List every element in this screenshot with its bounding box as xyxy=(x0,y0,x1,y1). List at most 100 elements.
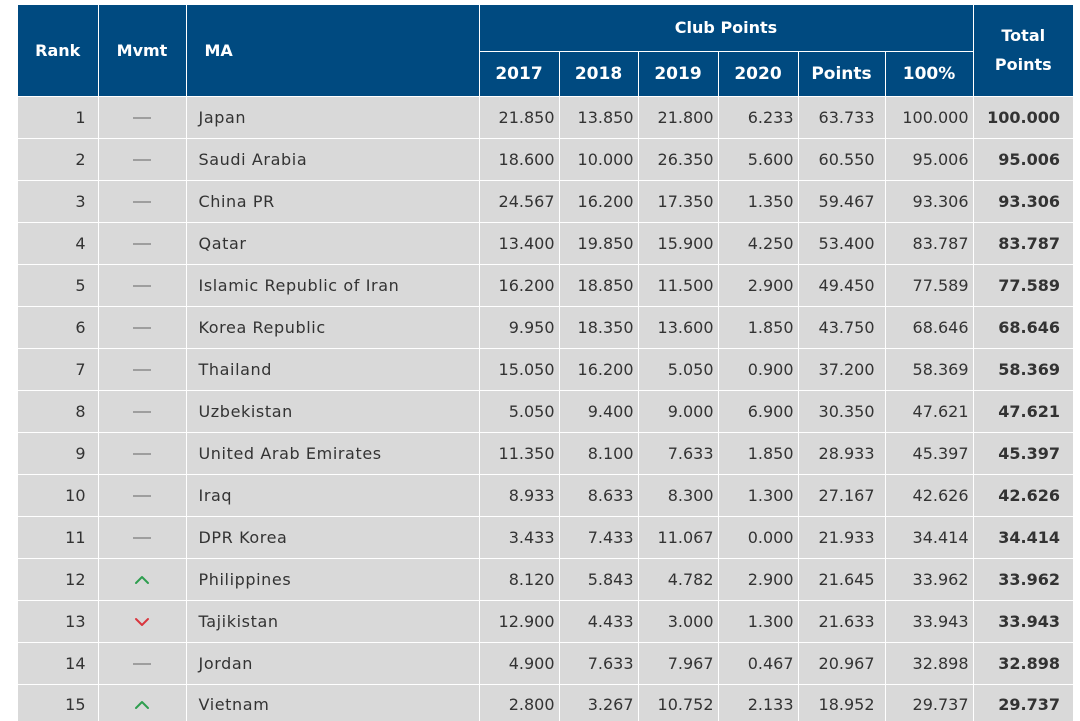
header-points[interactable]: Points xyxy=(797,51,886,97)
cell-100-percent: 45.397 xyxy=(884,431,974,475)
header-total-line1: Total xyxy=(1001,26,1046,46)
cell-2020: 0.900 xyxy=(717,347,799,391)
cell-points: 30.350 xyxy=(797,389,886,433)
dash-icon xyxy=(133,453,151,455)
cell-2019: 15.900 xyxy=(637,221,719,265)
dash-icon xyxy=(133,117,151,119)
cell-2020: 2.900 xyxy=(717,263,799,307)
cell-points: 37.200 xyxy=(797,347,886,391)
cell-2017: 3.433 xyxy=(478,515,560,559)
cell-rank: 13 xyxy=(18,599,99,643)
cell-2017: 9.950 xyxy=(478,305,560,349)
cell-2018: 18.850 xyxy=(558,263,639,307)
cell-2018: 16.200 xyxy=(558,179,639,223)
cell-2019: 17.350 xyxy=(637,179,719,223)
cell-points: 43.750 xyxy=(797,305,886,349)
cell-2020: 0.000 xyxy=(717,515,799,559)
table-row: 12 Philippines 8.120 5.843 4.782 2.900 21.645 3… xyxy=(18,557,1073,601)
cell-2019: 11.500 xyxy=(637,263,719,307)
cell-2018: 10.000 xyxy=(558,137,639,181)
cell-ma: Thailand xyxy=(185,347,480,391)
cell-rank: 2 xyxy=(18,137,99,181)
cell-2017: 5.050 xyxy=(478,389,560,433)
cell-total-points: 100.000 xyxy=(972,95,1073,139)
cell-2018: 16.200 xyxy=(558,347,639,391)
cell-100-percent: 33.962 xyxy=(884,557,974,601)
cell-ma: Korea Republic xyxy=(185,305,480,349)
cell-ma: DPR Korea xyxy=(185,515,480,559)
dash-icon xyxy=(133,411,151,413)
cell-rank: 1 xyxy=(18,95,99,139)
cell-ma: Tajikistan xyxy=(185,599,480,643)
cell-total-points: 83.787 xyxy=(972,221,1073,265)
cell-mvmt xyxy=(97,431,187,475)
cell-100-percent: 83.787 xyxy=(884,221,974,265)
cell-100-percent: 58.369 xyxy=(884,347,974,391)
cell-ma: Iraq xyxy=(185,473,480,517)
cell-total-points: 95.006 xyxy=(972,137,1073,181)
cell-points: 18.952 xyxy=(797,683,886,721)
cell-2017: 2.800 xyxy=(478,683,560,721)
dash-icon xyxy=(133,663,151,665)
cell-rank: 12 xyxy=(18,557,99,601)
cell-mvmt xyxy=(97,557,187,601)
header-2019[interactable]: 2019 xyxy=(637,51,719,97)
cell-2019: 8.300 xyxy=(637,473,719,517)
cell-2020: 0.467 xyxy=(717,641,799,685)
header-club-points: Club Points xyxy=(478,5,974,52)
cell-2020: 2.133 xyxy=(717,683,799,721)
cell-2017: 21.850 xyxy=(478,95,560,139)
cell-2017: 8.933 xyxy=(478,473,560,517)
header-rank[interactable]: Rank xyxy=(18,5,99,97)
cell-2020: 1.300 xyxy=(717,599,799,643)
cell-2017: 11.350 xyxy=(478,431,560,475)
dash-icon xyxy=(133,159,151,161)
cell-points: 63.733 xyxy=(797,95,886,139)
table-row: 3 China PR 24.567 16.200 17.350 1.350 59.467 93… xyxy=(18,179,1073,223)
chevron-down-icon xyxy=(135,618,149,626)
cell-points: 20.967 xyxy=(797,641,886,685)
cell-2019: 4.782 xyxy=(637,557,719,601)
cell-ma: Jordan xyxy=(185,641,480,685)
cell-2018: 7.633 xyxy=(558,641,639,685)
cell-total-points: 45.397 xyxy=(972,431,1073,475)
ranking-table-container: Rank Mvmt MA Club Points Total Points 20… xyxy=(18,5,1073,721)
table-row: 9 United Arab Emirates 11.350 8.100 7.633 1.8… xyxy=(18,431,1073,475)
cell-2019: 21.800 xyxy=(637,95,719,139)
cell-2019: 10.752 xyxy=(637,683,719,721)
cell-2017: 12.900 xyxy=(478,599,560,643)
cell-rank: 14 xyxy=(18,641,99,685)
cell-mvmt xyxy=(97,137,187,181)
cell-points: 53.400 xyxy=(797,221,886,265)
cell-2018: 13.850 xyxy=(558,95,639,139)
table-row: 15 Vietnam 2.800 3.267 10.752 2.133 18.952 29.7… xyxy=(18,683,1073,721)
cell-100-percent: 32.898 xyxy=(884,641,974,685)
cell-mvmt xyxy=(97,389,187,433)
cell-rank: 11 xyxy=(18,515,99,559)
cell-total-points: 29.737 xyxy=(972,683,1073,721)
cell-points: 21.633 xyxy=(797,599,886,643)
cell-rank: 7 xyxy=(18,347,99,391)
header-mvmt[interactable]: Mvmt xyxy=(97,5,187,97)
cell-2019: 7.633 xyxy=(637,431,719,475)
header-total-points[interactable]: Total Points xyxy=(972,5,1073,97)
cell-2018: 7.433 xyxy=(558,515,639,559)
table-row: 10 Iraq 8.933 8.633 8.300 1.300 27.167 42.626 42… xyxy=(18,473,1073,517)
cell-ma: Saudi Arabia xyxy=(185,137,480,181)
cell-100-percent: 29.737 xyxy=(884,683,974,721)
cell-points: 21.933 xyxy=(797,515,886,559)
header-100-percent[interactable]: 100% xyxy=(884,51,974,97)
header-2020[interactable]: 2020 xyxy=(717,51,799,97)
header-2017[interactable]: 2017 xyxy=(478,51,560,97)
cell-2018: 8.633 xyxy=(558,473,639,517)
cell-2018: 4.433 xyxy=(558,599,639,643)
dash-icon xyxy=(133,369,151,371)
cell-2017: 18.600 xyxy=(478,137,560,181)
dash-icon xyxy=(133,327,151,329)
cell-2017: 13.400 xyxy=(478,221,560,265)
cell-total-points: 33.962 xyxy=(972,557,1073,601)
header-ma[interactable]: MA xyxy=(185,5,480,97)
cell-rank: 5 xyxy=(18,263,99,307)
header-2018[interactable]: 2018 xyxy=(558,51,639,97)
cell-2020: 1.300 xyxy=(717,473,799,517)
